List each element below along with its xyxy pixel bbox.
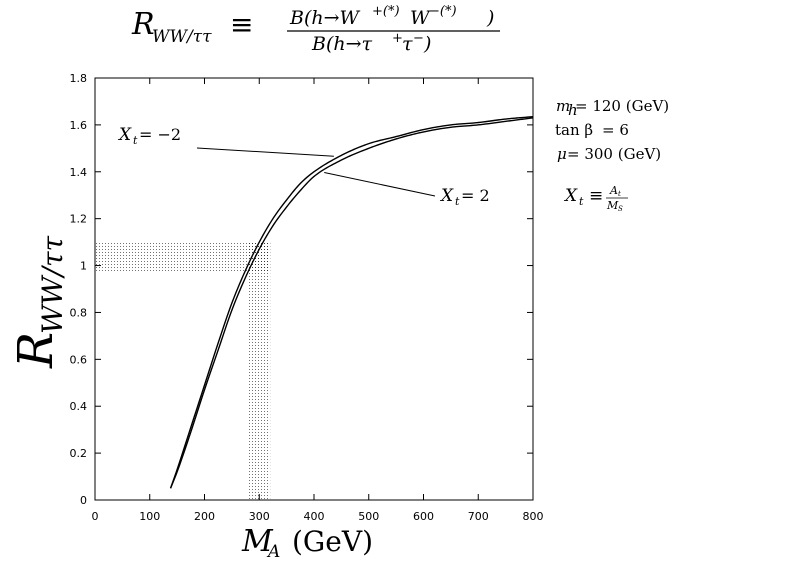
title-lhs: R	[131, 7, 155, 42]
y-tick-label-8: 1.6	[70, 119, 88, 132]
y-axis-label: R WW/ττ	[8, 236, 69, 369]
annotation-xt-minus: X t = −2	[117, 125, 334, 157]
y-tick-label-0: 0	[80, 494, 87, 507]
y-tick-label-6: 1.2	[70, 213, 88, 226]
annotation-xt-plus-arrow	[324, 172, 436, 197]
annotation-xt-minus-rest: = −2	[139, 125, 181, 144]
definition-num-sub: t	[618, 190, 621, 198]
denominator-end: )	[423, 33, 431, 55]
x-tick-label-0: 0	[92, 510, 99, 523]
y-tick-label-3: 0.6	[70, 353, 88, 366]
definition-lhs: X	[563, 186, 578, 206]
title-denominator: B(h→τ + τ − )	[311, 31, 431, 55]
series-line-1	[169, 117, 534, 489]
parameter-mh-sub: h	[568, 101, 578, 119]
parameter-tanbeta-main: tan β	[555, 121, 593, 139]
numerator-end: )	[486, 7, 494, 29]
y-tick-labels: 0 0.2 0.4 0.6 0.8 1 1.2 1.4 1.6 1.8	[70, 72, 88, 507]
definition-xt: X t ≡ A t M S	[563, 184, 628, 213]
y-tick-label-9: 1.8	[70, 72, 88, 85]
x-tick-label-4: 400	[304, 510, 325, 523]
definition-num: A	[609, 184, 618, 197]
shaded-band-0	[95, 242, 271, 273]
denominator-mid: τ	[402, 33, 413, 55]
parameter-mh-main: m	[556, 97, 570, 115]
axis-ticks	[94, 77, 534, 501]
parameter-mh-rest: = 120 (GeV)	[575, 97, 669, 115]
y-tick-label-4: 0.8	[70, 306, 88, 319]
x-axis-label: M A (GeV)	[241, 524, 373, 561]
denominator-sup1: +	[392, 31, 403, 46]
annotation-xt-minus-arrow	[196, 147, 334, 157]
y-axis-label-sub: WW/ττ	[36, 236, 69, 334]
definition-den-sub: S	[618, 205, 623, 213]
chart-title: R WW/ττ ≡ B(h→W +(*) W −(*) ) B(h→τ + τ …	[131, 4, 500, 55]
x-axis-label-unit: (GeV)	[292, 525, 373, 558]
annotation-xt-minus-sub: t	[133, 134, 138, 147]
x-tick-label-5: 500	[358, 510, 379, 523]
parameter-mu-rest: = 300 (GeV)	[567, 145, 661, 163]
y-tick-label-2: 0.4	[70, 400, 88, 413]
numerator-sup2: −(*)	[429, 4, 457, 19]
y-tick-label-5: 1	[80, 260, 87, 273]
parameter-mu: μ = 300 (GeV)	[557, 145, 661, 163]
x-tick-label-2: 200	[194, 510, 215, 523]
denominator-start: B(h→τ	[311, 33, 373, 55]
series-line-0	[169, 115, 534, 489]
parameter-mh: m h = 120 (GeV)	[556, 97, 669, 119]
title-lhs-sub: WW/ττ	[152, 27, 212, 47]
annotation-xt-minus-main: X	[117, 125, 132, 145]
y-tick-label-1: 0.2	[70, 447, 88, 460]
numerator-start: B(h→W	[289, 7, 361, 29]
x-tick-label-7: 700	[468, 510, 489, 523]
annotation-xt-plus-sub: t	[455, 195, 460, 208]
x-tick-label-1: 100	[139, 510, 160, 523]
series-group	[169, 115, 534, 489]
parameter-tanbeta-rest: = 6	[602, 121, 629, 139]
y-tick-label-7: 1.4	[70, 166, 88, 179]
x-axis-label-sub: A	[266, 542, 280, 561]
annotations: X t = −2 X t = 2	[117, 125, 490, 208]
x-axis-label-main: M	[241, 524, 274, 559]
title-equiv: ≡	[230, 8, 253, 41]
parameter-tanbeta: tan β = 6	[555, 121, 629, 139]
definition-den: M	[606, 199, 619, 212]
annotation-xt-plus-main: X	[439, 186, 454, 206]
denominator-sup2: −	[413, 31, 424, 46]
annotation-xt-plus-rest: = 2	[461, 186, 490, 205]
x-tick-label-6: 600	[413, 510, 434, 523]
shaded-bands	[95, 242, 271, 500]
y-axis-label-main: R	[8, 332, 64, 369]
definition-lhs-sub: t	[579, 195, 584, 208]
title-numerator: B(h→W +(*) W −(*) )	[289, 4, 494, 29]
numerator-mid: W	[410, 7, 431, 29]
annotation-xt-plus: X t = 2	[324, 172, 490, 208]
parameter-list: m h = 120 (GeV) tan β = 6 μ = 300 (GeV) …	[555, 97, 669, 213]
definition-equiv: ≡	[589, 186, 603, 206]
x-tick-label-3: 300	[249, 510, 270, 523]
parameter-mu-main: μ	[557, 145, 567, 163]
x-tick-labels: 0 100 200 300 400 500 600 700 800	[92, 510, 544, 523]
shaded-band-1	[248, 242, 271, 500]
numerator-sup1: +(*)	[372, 4, 400, 19]
x-tick-label-8: 800	[523, 510, 544, 523]
